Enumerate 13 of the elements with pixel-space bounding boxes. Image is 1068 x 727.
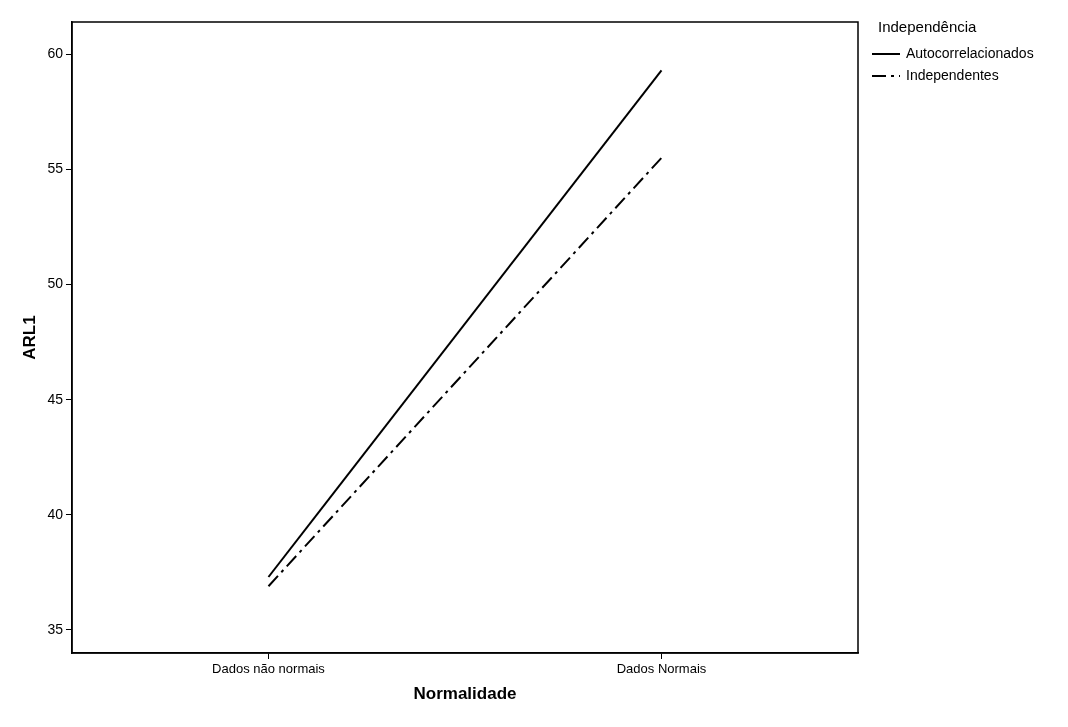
x-tick-label: Dados Normais <box>616 661 707 677</box>
y-tick-label: 55 <box>47 160 64 177</box>
y-tick-label: 35 <box>47 620 64 637</box>
legend-label: Independentes <box>906 66 999 83</box>
legend-label: Autocorrelacionados <box>906 44 1034 61</box>
x-tick-label: Dados não normais <box>212 661 326 677</box>
y-tick-label: 50 <box>47 275 64 292</box>
legend-title: Independência <box>878 18 978 36</box>
y-tick-label: 45 <box>47 390 64 407</box>
y-tick-label: 60 <box>47 45 64 62</box>
x-axis-title: Normalidade <box>413 684 517 704</box>
y-tick-label: 40 <box>47 505 64 522</box>
y-axis-title: ARL1 <box>19 315 39 360</box>
